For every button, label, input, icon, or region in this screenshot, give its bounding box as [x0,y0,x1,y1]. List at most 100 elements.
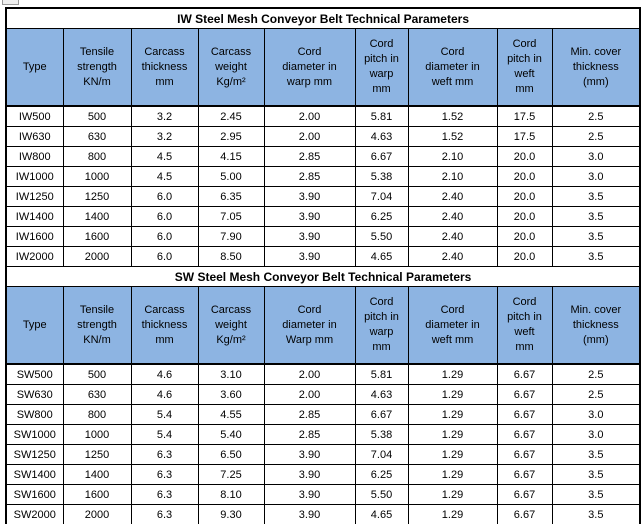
cell-cord-diameter-warp: 3.90 [263,246,356,267]
cell-cord-diameter-weft: 2.40 [407,186,498,207]
cell-type: SW630 [5,384,64,405]
column-header: Cord pitch in warp mm [354,28,409,107]
cell-min-cover-thickness: 3.0 [551,166,641,187]
cell-type: IW500 [5,105,64,127]
cell-cord-pitch-warp: 4.63 [354,126,409,147]
cell-cord-pitch-weft: 17.5 [496,126,553,147]
cell-cord-diameter-weft: 1.29 [407,404,498,425]
cell-cord-pitch-warp: 5.81 [354,105,409,127]
cell-type: IW1250 [5,186,64,207]
column-header: Cord diameter in weft mm [407,28,498,107]
cell-carcass-weight: 2.45 [197,105,265,127]
cell-carcass-thickness: 6.3 [130,484,199,505]
image-placeholder-icon [2,0,19,5]
cell-cord-pitch-warp: 6.25 [354,206,409,227]
column-header: Cord pitch in weft mm [496,28,553,107]
cell-cord-pitch-weft: 6.67 [496,464,553,485]
cell-cord-diameter-weft: 1.29 [407,384,498,405]
cell-carcass-weight: 8.50 [197,246,265,267]
cell-cord-pitch-weft: 17.5 [496,105,553,127]
cell-carcass-weight: 4.55 [197,404,265,425]
cell-min-cover-thickness: 3.5 [551,226,641,247]
cell-min-cover-thickness: 3.5 [551,444,641,465]
cell-cord-pitch-warp: 7.04 [354,444,409,465]
cell-carcass-weight: 6.35 [197,186,265,207]
cell-carcass-thickness: 6.0 [130,206,199,227]
cell-type: IW1600 [5,226,64,247]
cell-cord-diameter-warp: 3.90 [263,464,356,485]
cell-cord-pitch-weft: 6.67 [496,504,553,524]
cell-carcass-weight: 7.25 [197,464,265,485]
cell-cord-diameter-warp: 2.85 [263,146,356,167]
column-header: Carcass thickness mm [130,28,199,107]
cell-min-cover-thickness: 2.5 [551,105,641,127]
cell-carcass-weight: 7.05 [197,206,265,227]
cell-cord-diameter-weft: 1.29 [407,424,498,445]
cell-carcass-weight: 4.15 [197,146,265,167]
cell-cord-diameter-warp: 3.90 [263,484,356,505]
cell-cord-diameter-warp: 2.00 [263,126,356,147]
iw-table-title: IW Steel Mesh Conveyor Belt Technical Pa… [5,7,641,29]
cell-tensile-strength: 1400 [62,464,132,485]
cell-min-cover-thickness: 3.0 [551,146,641,167]
table-row: IW2000 2000 6.0 8.50 3.90 4.65 2.40 20.0… [5,246,641,267]
cell-min-cover-thickness: 3.0 [551,424,641,445]
iw-header-section: Type Tensile strength KN/m Carcass thick… [5,28,641,107]
cell-tensile-strength: 800 [62,404,132,425]
cell-carcass-thickness: 4.6 [130,363,199,385]
cell-cord-diameter-weft: 1.29 [407,484,498,505]
column-header: Carcass weight Kg/m² [197,28,265,107]
table-row: SW1000 1000 5.4 5.40 2.85 5.38 1.29 6.67… [5,424,641,445]
column-header: Cord diameter in weft mm [407,286,498,365]
cell-cord-pitch-warp: 5.38 [354,166,409,187]
cell-cord-pitch-warp: 5.38 [354,424,409,445]
cell-min-cover-thickness: 2.5 [551,126,641,147]
cell-cord-pitch-weft: 20.0 [496,186,553,207]
cell-carcass-thickness: 6.3 [130,444,199,465]
cell-tensile-strength: 630 [62,126,132,147]
cell-cord-pitch-warp: 6.67 [354,146,409,167]
cell-cord-diameter-weft: 1.29 [407,444,498,465]
table-row: IW500 500 3.2 2.45 2.00 5.81 1.52 17.5 2… [5,105,641,127]
cell-cord-pitch-warp: 4.65 [354,504,409,524]
column-header: Type [5,286,64,365]
cell-cord-pitch-warp: 4.65 [354,246,409,267]
table-row: SW1600 1600 6.3 8.10 3.90 5.50 1.29 6.67… [5,484,641,505]
cell-cord-diameter-weft: 2.10 [407,166,498,187]
sw-data-rows: SW500 500 4.6 3.10 2.00 5.81 1.29 6.67 2… [5,363,641,524]
cell-min-cover-thickness: 3.5 [551,206,641,227]
cell-carcass-thickness: 6.0 [130,186,199,207]
cell-tensile-strength: 2000 [62,504,132,524]
cell-carcass-thickness: 4.6 [130,384,199,405]
cell-carcass-thickness: 6.3 [130,464,199,485]
cell-type: IW1000 [5,166,64,187]
column-header: Min. cover thickness (mm) [551,28,641,107]
cell-carcass-weight: 6.50 [197,444,265,465]
cell-carcass-thickness: 6.3 [130,504,199,524]
cell-cord-pitch-weft: 6.67 [496,384,553,405]
cell-cord-pitch-weft: 6.67 [496,404,553,425]
column-header: Min. cover thickness (mm) [551,286,641,365]
cell-cord-diameter-weft: 1.29 [407,504,498,524]
cell-cord-diameter-warp: 2.00 [263,105,356,127]
cell-tensile-strength: 500 [62,105,132,127]
cell-cord-pitch-weft: 20.0 [496,246,553,267]
cell-cord-pitch-weft: 6.67 [496,363,553,385]
cell-min-cover-thickness: 3.5 [551,186,641,207]
iw-header-row: Type Tensile strength KN/m Carcass thick… [5,28,641,107]
cell-tensile-strength: 800 [62,146,132,167]
cell-cord-pitch-warp: 6.25 [354,464,409,485]
table-row: IW1250 1250 6.0 6.35 3.90 7.04 2.40 20.0… [5,186,641,207]
cell-cord-diameter-warp: 2.00 [263,384,356,405]
cell-carcass-thickness: 5.4 [130,404,199,425]
sw-title-section: SW Steel Mesh Conveyor Belt Technical Pa… [5,266,641,287]
cell-cord-diameter-weft: 2.40 [407,246,498,267]
cell-cord-pitch-weft: 6.67 [496,444,553,465]
cell-cord-diameter-warp: 3.90 [263,186,356,207]
cell-type: IW1400 [5,206,64,227]
cell-cord-pitch-weft: 20.0 [496,146,553,167]
cell-cord-diameter-warp: 2.85 [263,166,356,187]
cell-cord-diameter-weft: 2.40 [407,226,498,247]
table-row: IW800 800 4.5 4.15 2.85 6.67 2.10 20.0 3… [5,146,641,167]
